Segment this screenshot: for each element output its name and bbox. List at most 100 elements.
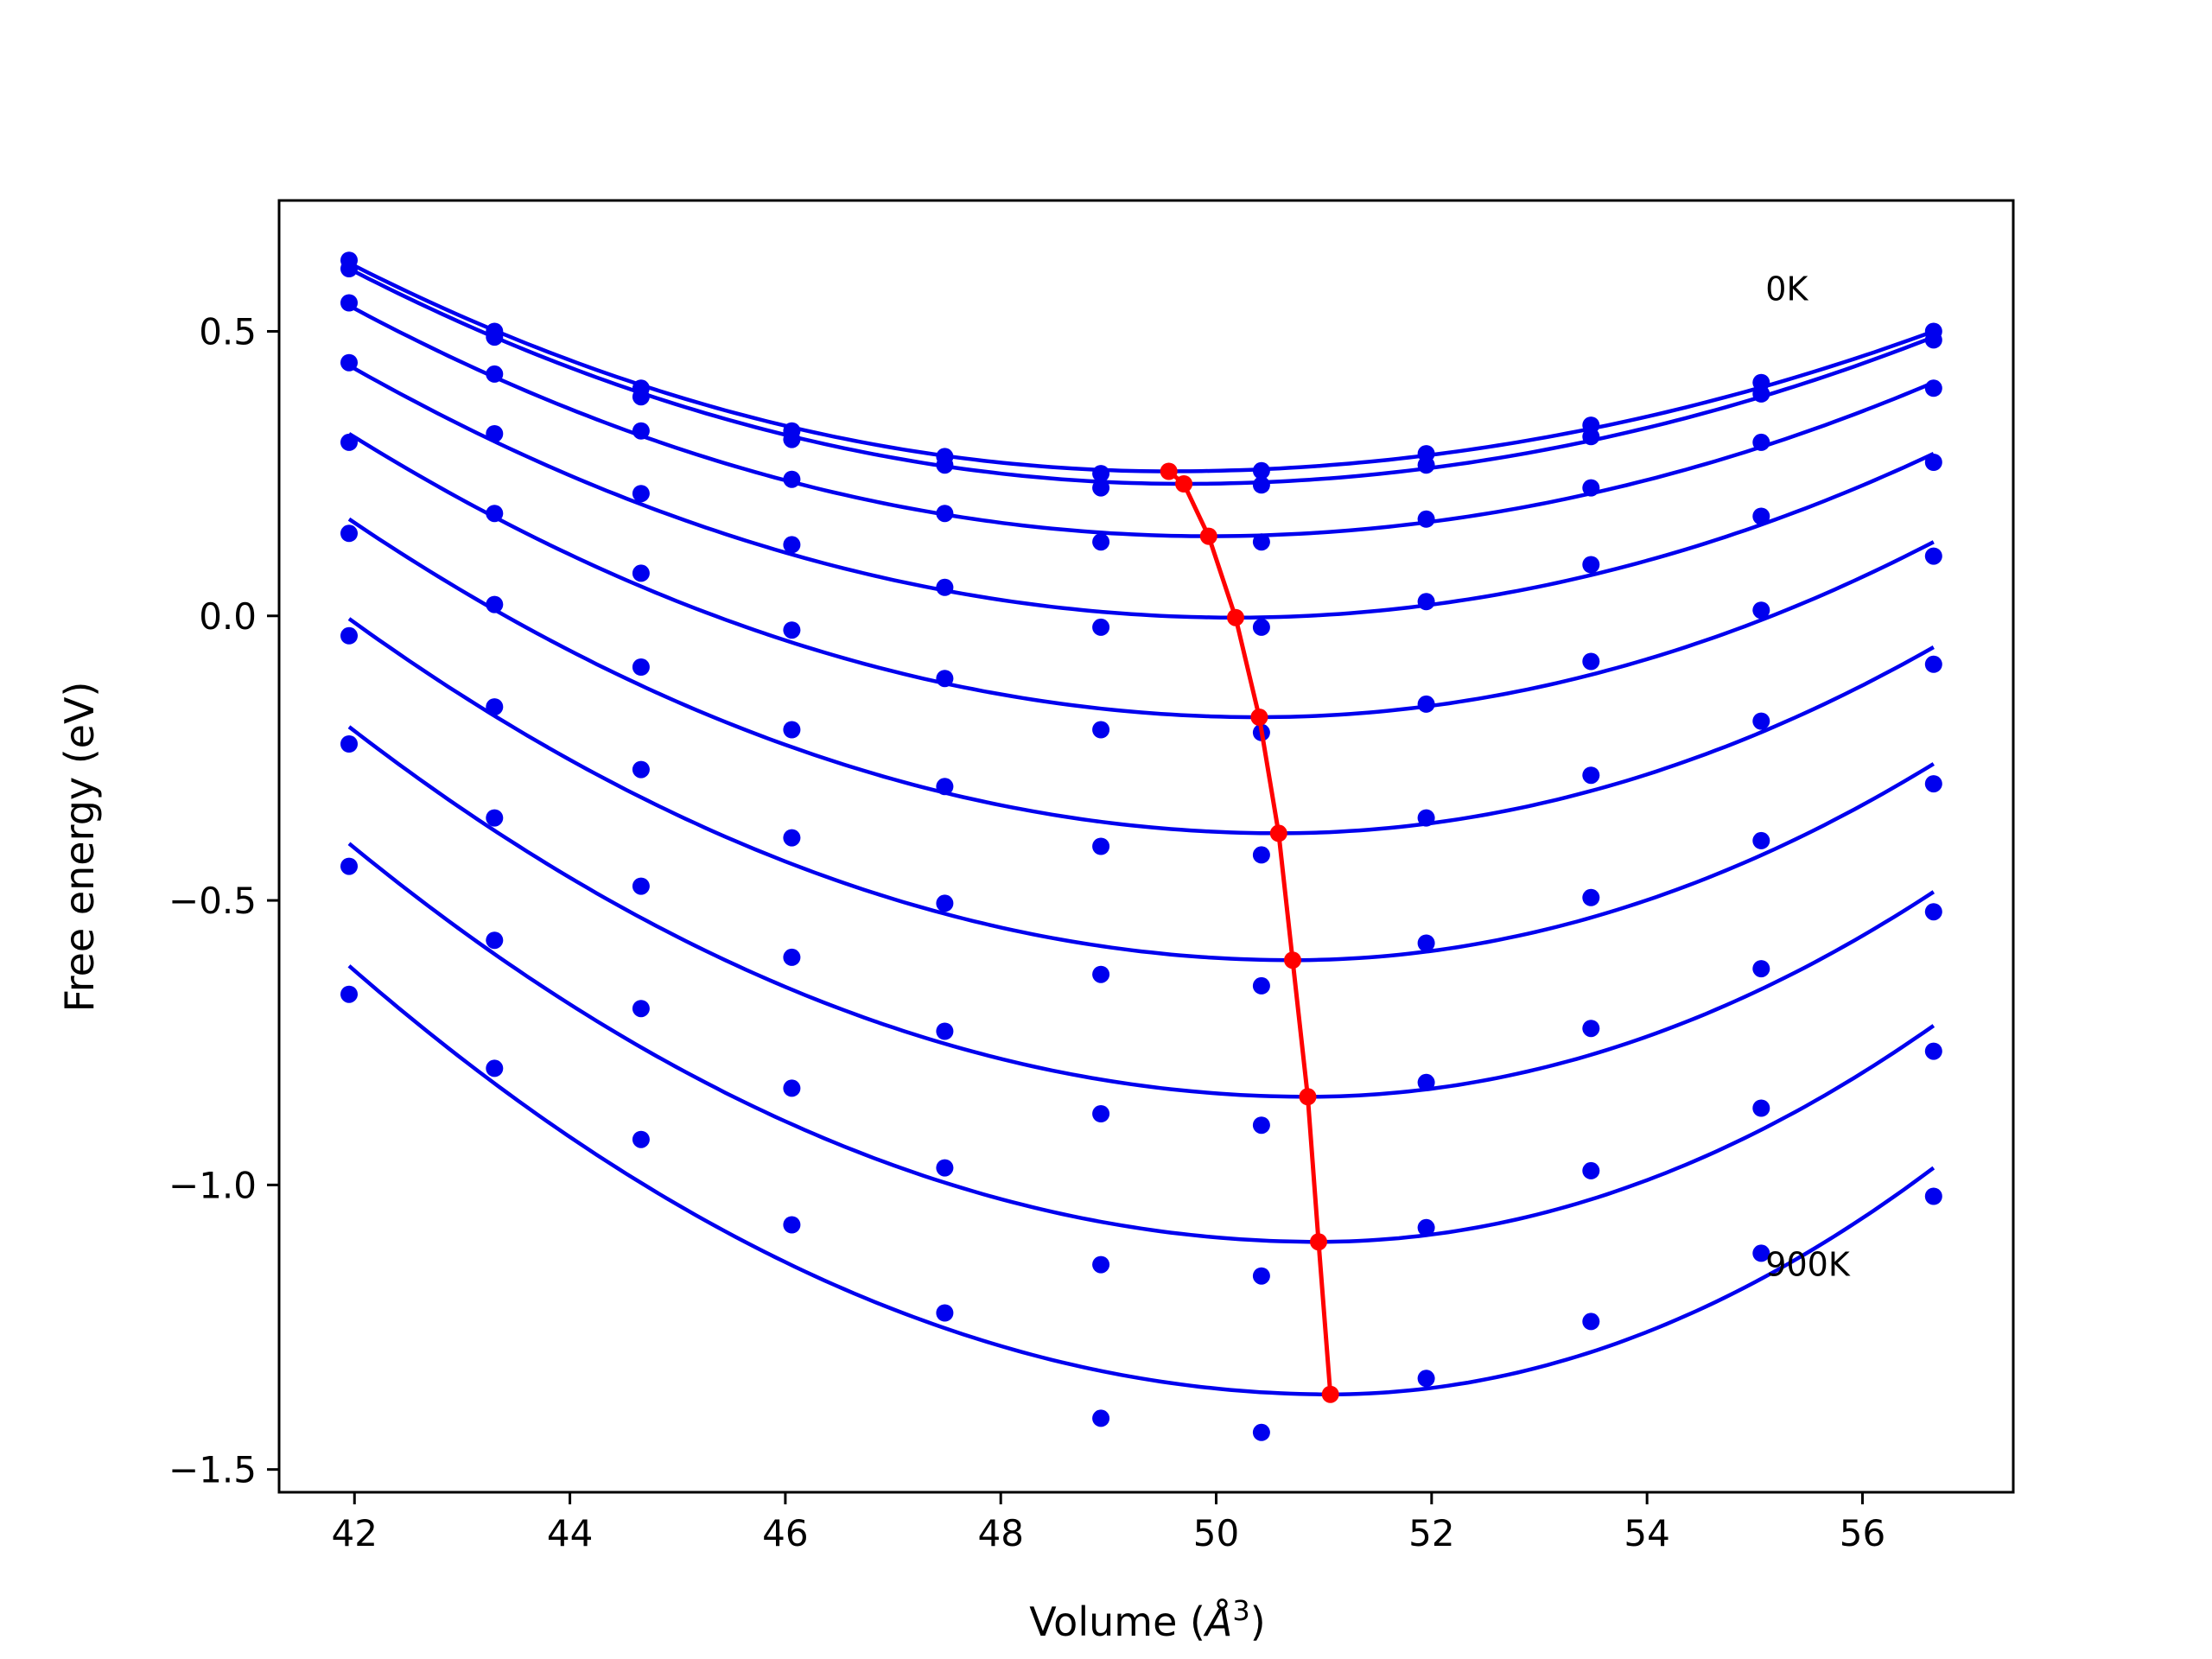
data-point [632,485,650,503]
data-point [340,353,358,372]
fit-curve-9 [347,964,1936,1396]
data-point [936,1304,954,1322]
data-point [1252,1116,1270,1135]
data-point [1582,1161,1600,1179]
data-point [1252,461,1270,480]
x-tick-label: 54 [1624,1512,1669,1554]
data-point [1252,976,1270,995]
y-axis-ticks: 0.5 0.0 −0.5 −1.0 −1.5 [168,310,279,1491]
fit-curve-4 [347,432,1935,720]
y-tick-label: 0.0 [199,595,257,638]
data-point [936,578,954,596]
fit-curve-6 [347,617,1935,963]
data-point [486,328,504,346]
data-point [1252,618,1270,636]
data-point [1924,655,1942,673]
data-point [486,505,504,523]
x-tick-label: 50 [1193,1512,1239,1554]
data-point [1417,1218,1435,1236]
data-point [1092,465,1110,483]
data-point [1582,888,1600,906]
data-point [1252,533,1270,551]
data-point [783,721,801,739]
x-tick-label: 56 [1840,1512,1885,1554]
annotation-900k: 900K [1765,1246,1851,1284]
data-point [1417,456,1435,474]
data-point [1752,1244,1770,1262]
data-point [340,433,358,451]
data-point [1924,331,1942,349]
data-point [486,809,504,827]
data-point [1092,533,1110,551]
x-tick-label: 48 [977,1512,1023,1554]
y-tick-label: −0.5 [168,880,257,922]
data-point [1752,1099,1770,1117]
data-point [936,1022,954,1040]
fit-curve-3 [347,364,1935,620]
data-point [783,470,801,488]
data-point [1924,454,1942,471]
data-point [1252,1267,1270,1285]
data-point [340,985,358,1003]
data-point [1924,1187,1942,1205]
data-point [632,1000,650,1018]
data-point [1417,1073,1435,1091]
data-point [486,365,504,383]
data-point [1092,1255,1110,1274]
data-point [632,760,650,779]
data-point [1092,618,1110,636]
data-point [1582,766,1600,785]
minimum-point [1321,1385,1339,1403]
data-point [1582,556,1600,574]
data-point [632,564,650,582]
data-point [1924,379,1942,397]
minimum-point [1250,709,1268,726]
data-point [1582,1313,1600,1331]
data-point [1417,809,1435,827]
y-axis-label: Free energy (eV) [56,682,103,1013]
data-point [1417,593,1435,611]
data-point [1752,507,1770,525]
data-point [486,1059,504,1077]
data-point [783,1216,801,1234]
data-point [783,621,801,639]
data-point [783,829,801,847]
minimum-point [1160,462,1178,480]
data-point [1252,476,1270,494]
minimum-point [1310,1233,1327,1251]
y-tick-label: −1.0 [168,1164,257,1206]
data-point [1417,934,1435,952]
data-point [1252,1423,1270,1441]
fit-curve-1 [347,266,1935,486]
data-point [936,456,954,474]
data-point [1924,1042,1942,1060]
minima-line [1160,462,1339,1403]
data-point [1752,831,1770,849]
plot-frame [277,199,2015,1494]
data-point [340,857,358,875]
data-point [1582,479,1600,497]
fit-curve-8 [347,842,1936,1244]
data-point [1092,721,1110,739]
data-point [340,626,358,645]
data-point [783,948,801,966]
data-point [486,698,504,716]
x-tick-label: 44 [547,1512,593,1554]
y-tick-label: −1.5 [168,1449,257,1491]
data-point [1752,385,1770,403]
data-point [486,425,504,442]
data-point [1582,428,1600,446]
data-point [936,670,954,688]
minimum-point [1269,824,1287,842]
data-point [936,505,954,523]
data-point [486,595,504,613]
data-point [936,894,954,912]
fit-curve-2 [347,303,1935,538]
data-point [936,778,954,796]
data-point [1417,695,1435,713]
data-point [632,877,650,895]
x-tick-label: 46 [762,1512,808,1554]
data-point [1092,837,1110,855]
